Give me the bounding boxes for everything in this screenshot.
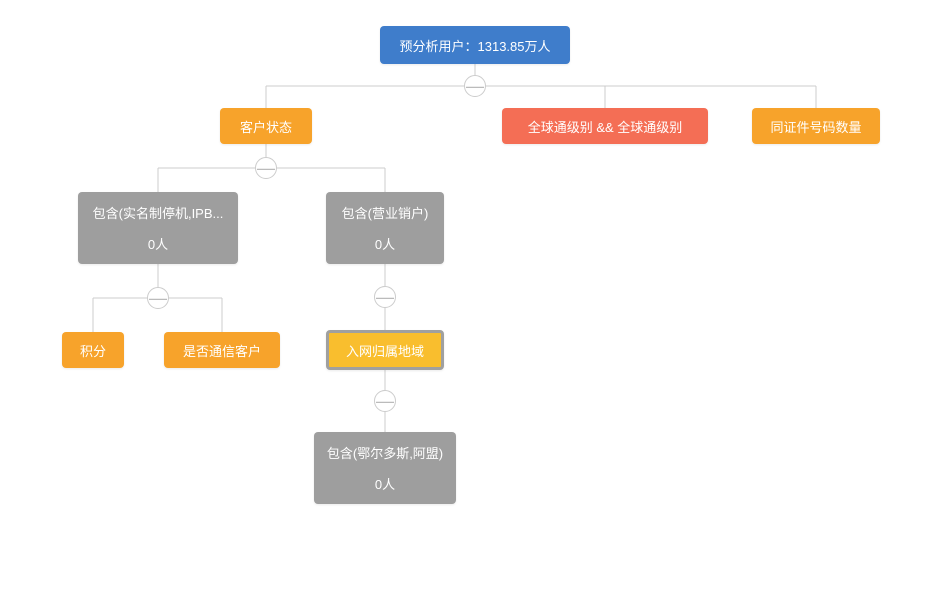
node-include-cancel[interactable]: 包含(营业销户) 0人 bbox=[326, 192, 444, 264]
node-same-id-count-label: 同证件号码数量 bbox=[770, 117, 861, 136]
node-global-level-label: 全球通级别 && 全球通级别 bbox=[528, 117, 683, 136]
node-is-comm-customer[interactable]: 是否通信客户 bbox=[164, 332, 280, 368]
node-include-realname-label: 包含(实名制停机,IPB... bbox=[93, 203, 224, 222]
node-global-level[interactable]: 全球通级别 && 全球通级别 bbox=[502, 108, 708, 144]
node-is-comm-customer-label: 是否通信客户 bbox=[183, 341, 261, 360]
node-same-id-count[interactable]: 同证件号码数量 bbox=[752, 108, 880, 144]
node-include-ordos[interactable]: 包含(鄂尔多斯,阿盟) 0人 bbox=[314, 432, 456, 504]
node-customer-status[interactable]: 客户状态 bbox=[220, 108, 312, 144]
node-include-cancel-label: 包含(营业销户) bbox=[342, 203, 429, 222]
collapse-toggle[interactable]: — bbox=[255, 157, 277, 179]
node-include-ordos-count: 0人 bbox=[375, 474, 395, 493]
node-customer-status-label: 客户状态 bbox=[240, 117, 292, 136]
node-network-region[interactable]: 入网归属地域 bbox=[326, 330, 444, 370]
collapse-toggle[interactable]: — bbox=[374, 286, 396, 308]
node-include-cancel-count: 0人 bbox=[375, 234, 395, 253]
collapse-toggle[interactable]: — bbox=[374, 390, 396, 412]
node-root[interactable]: 预分析用户：1313.85万人 bbox=[380, 26, 570, 64]
node-points-label: 积分 bbox=[80, 341, 106, 360]
node-include-ordos-label: 包含(鄂尔多斯,阿盟) bbox=[327, 443, 443, 462]
node-include-realname[interactable]: 包含(实名制停机,IPB... 0人 bbox=[78, 192, 238, 264]
node-network-region-label: 入网归属地域 bbox=[346, 341, 424, 360]
node-points[interactable]: 积分 bbox=[62, 332, 124, 368]
node-include-realname-count: 0人 bbox=[148, 234, 168, 253]
tree-canvas: 预分析用户：1313.85万人 客户状态 全球通级别 && 全球通级别 同证件号… bbox=[0, 0, 940, 599]
collapse-toggle[interactable]: — bbox=[464, 75, 486, 97]
node-root-label: 预分析用户：1313.85万人 bbox=[400, 36, 551, 55]
collapse-toggle[interactable]: — bbox=[147, 287, 169, 309]
